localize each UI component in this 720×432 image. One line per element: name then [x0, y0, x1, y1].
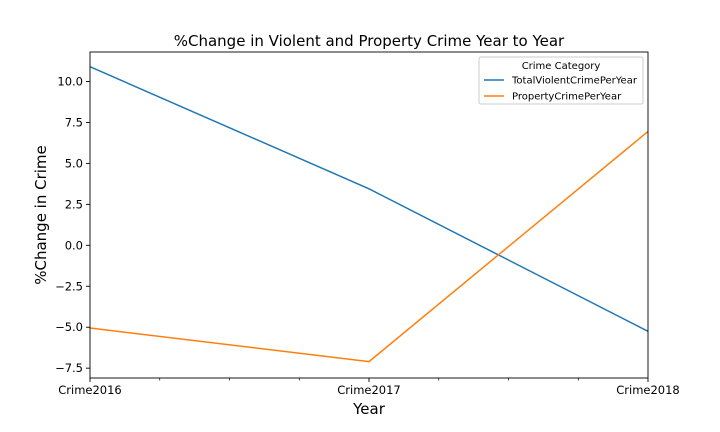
series-line-0 — [89, 66, 649, 332]
chart-title: %Change in Violent and Property Crime Ye… — [174, 32, 565, 50]
plot-area: 10.0 7.5 5.0 2.5 0.0 −2.5 −5.0 −7.5 Crime2016 Cri… — [55, 51, 680, 397]
x-tick-label: Crime2018 — [616, 383, 680, 397]
x-tick-label: Crime2017 — [337, 383, 401, 397]
series-line-1 — [89, 130, 649, 363]
y-tick-label: 10.0 — [57, 74, 83, 88]
legend-title: Crime Category — [522, 61, 601, 72]
legend-box — [478, 56, 644, 105]
y-tick-label: −7.5 — [55, 361, 83, 375]
y-tick-label: 5.0 — [65, 156, 83, 170]
legend-label-0: TotalViolentCrimePerYear — [511, 76, 638, 87]
y-tick-label: 7.5 — [65, 115, 83, 129]
x-tick-label: Crime2016 — [58, 383, 122, 397]
legend-label-1: PropertyCrimePerYear — [512, 92, 622, 103]
y-tick-label: −2.5 — [55, 279, 83, 293]
y-tick-label: −5.0 — [55, 320, 83, 334]
legend: Crime Category TotalViolentCrimePerYear P… — [478, 56, 644, 105]
x-axis-label: Year — [352, 400, 386, 418]
y-tick-label: 2.5 — [65, 197, 83, 211]
y-tick-label: 0.0 — [65, 238, 83, 252]
y-axis-label: %Change in Crime — [32, 145, 50, 285]
